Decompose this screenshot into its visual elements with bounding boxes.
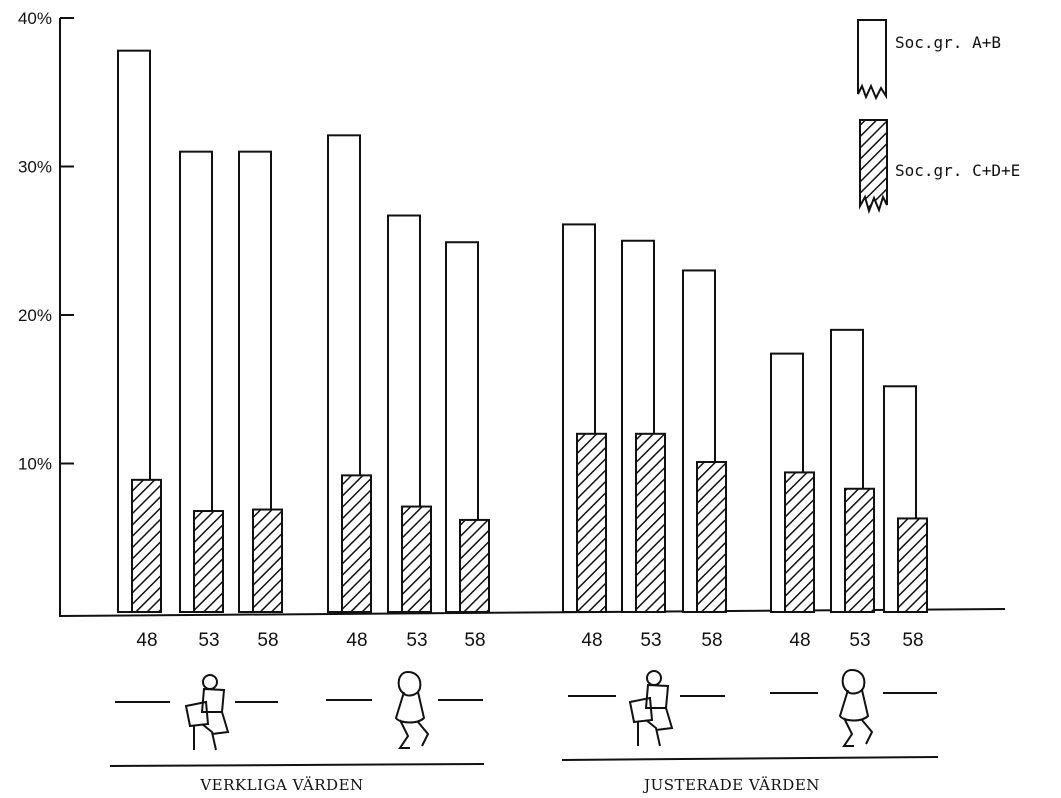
bar-soc-cde <box>576 432 607 613</box>
bar-soc-cde <box>459 518 490 613</box>
bar-soc-cde <box>635 432 666 613</box>
bar-soc-cde <box>341 474 372 613</box>
bar-soc-cde <box>696 461 727 614</box>
x-tick-label: 53 <box>640 630 661 651</box>
x-tick-label: 58 <box>701 630 722 651</box>
bar-soc-cde <box>844 487 875 613</box>
female-seated-icon <box>394 670 430 749</box>
x-tick-label: 48 <box>789 630 810 651</box>
legend-label-cde: Soc.gr. C+D+E <box>895 161 1020 180</box>
legend-label-ab: Soc.gr. A+B <box>895 33 1001 52</box>
x-tick-label: 48 <box>136 630 157 651</box>
bar-soc-cde <box>897 517 928 614</box>
x-tick-label: 58 <box>902 630 923 651</box>
bar-soc-cde <box>252 508 283 613</box>
female-seated-icon <box>838 668 874 747</box>
y-tick-label: 10% <box>18 455 52 474</box>
x-tick-label: 53 <box>849 630 870 651</box>
x-tick-label: 48 <box>581 630 602 651</box>
bars <box>117 49 928 614</box>
bar-soc-cde <box>784 471 815 613</box>
male-reader-icon <box>628 670 674 747</box>
x-tick-label: 53 <box>406 630 427 651</box>
x-tick-label: 48 <box>346 630 367 651</box>
bar-soc-cde <box>401 505 432 613</box>
legend-hatched-swatch <box>859 119 888 215</box>
group-icons <box>109 668 939 767</box>
legend: Soc.gr. A+B Soc.gr. C+D+E <box>857 19 1020 215</box>
y-tick-label: 40% <box>18 9 52 28</box>
male-reader-icon <box>184 674 230 751</box>
bar-soc-cde <box>193 510 224 613</box>
x-tick-label: 53 <box>198 630 219 651</box>
category-labels: 48 53 58 48 53 58 48 53 58 48 53 58 <box>136 630 923 651</box>
y-ticks: 10% 20% 30% 40% <box>18 9 74 474</box>
group-label-justerade: JUSTERADE VÄRDEN <box>642 776 820 794</box>
legend-open-swatch <box>857 19 887 101</box>
x-tick-label: 58 <box>464 630 485 651</box>
group-label-verkliga: VERKLIGA VÄRDEN <box>199 776 363 794</box>
bar-soc-cde <box>131 478 162 613</box>
y-tick-label: 30% <box>18 158 52 177</box>
y-tick-label: 20% <box>18 306 52 325</box>
x-tick-label: 58 <box>257 630 278 651</box>
